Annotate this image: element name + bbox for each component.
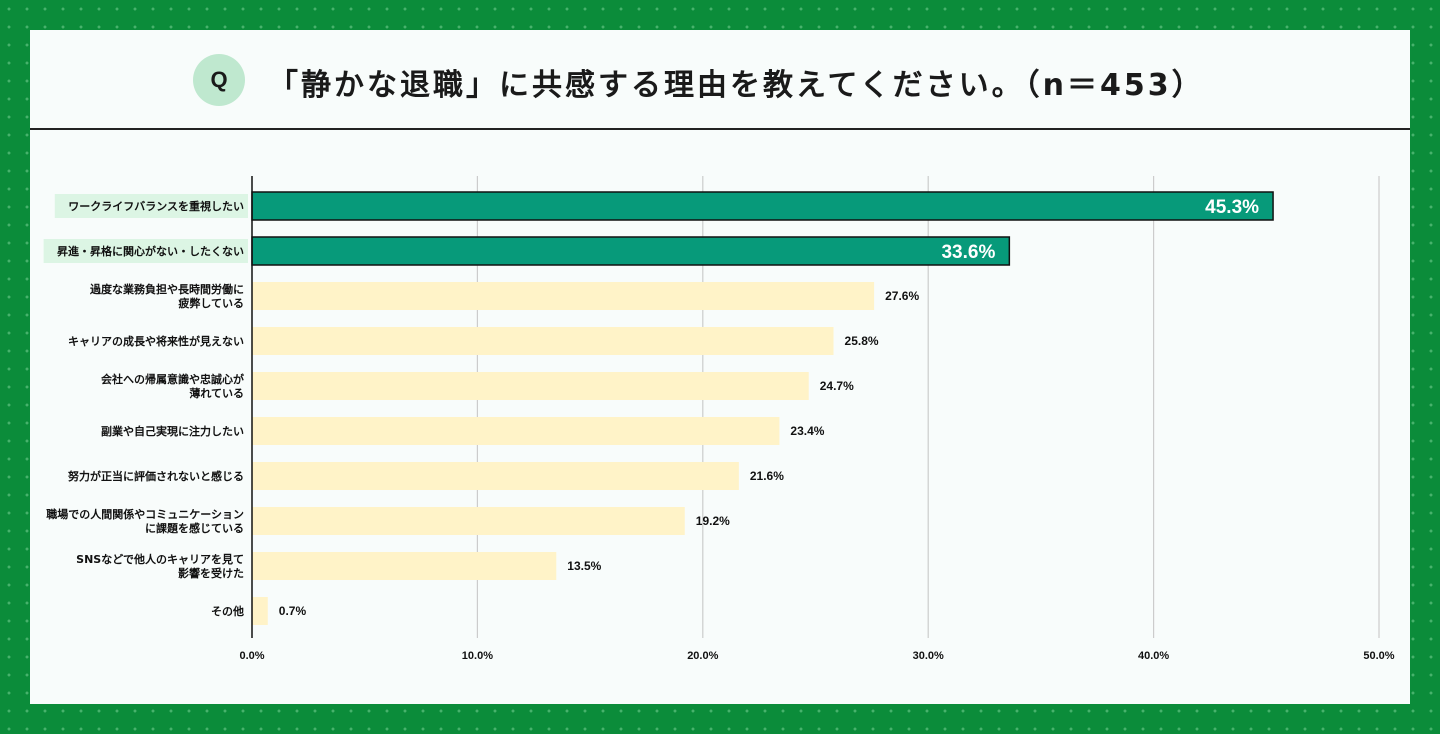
category-label: に課題を感じている	[145, 521, 244, 535]
bar	[252, 417, 780, 445]
chart-title: 「静かな退職」に共感する理由を教えてください。（n＝453）	[268, 68, 1205, 103]
category-label: 昇進・昇格に関心がない・したくない	[57, 244, 244, 258]
x-tick-label: 20.0%	[687, 650, 718, 662]
question-header: Q 「静かな退職」に共感する理由を教えてください。（n＝453）	[30, 30, 1410, 130]
category-label: 影響を受けた	[178, 566, 244, 580]
x-tick-label: 30.0%	[913, 650, 944, 662]
category-label: 努力が正当に評価されないと感じる	[68, 469, 244, 483]
bar-chart: 45.3% 33.6% 27.6% 25.8% 24.7% 23.4% 21.6% 19.2%…	[43, 176, 1395, 662]
category-label-highlight	[54, 194, 248, 218]
x-tick-label: 50.0%	[1363, 650, 1394, 662]
category-label: 疲弊している	[178, 296, 244, 310]
category-label: キャリアの成長や将来性が見えない	[68, 334, 244, 348]
category-label: その他	[211, 604, 244, 618]
data-label: 21.6%	[750, 469, 784, 483]
category-label: ワークライフバランスを重視したい	[68, 199, 244, 213]
bars: 45.3% 33.6% 27.6% 25.8% 24.7% 23.4% 21.6% 19.2%…	[251, 191, 1274, 625]
bar	[251, 236, 1011, 266]
data-label: 25.8%	[845, 334, 879, 348]
chart-card: Q 「静かな退職」に共感する理由を教えてください。（n＝453） 45.3% 33…	[30, 30, 1410, 704]
data-label: 13.5%	[567, 559, 601, 573]
category-label: 副業や自己実現に注力したい	[101, 424, 244, 438]
data-label: 45.3%	[1205, 197, 1259, 218]
category-label: 過度な業務負担や長時間労働に	[89, 282, 244, 296]
bar	[251, 191, 1274, 221]
x-tick-label: 40.0%	[1138, 650, 1169, 662]
data-label: 19.2%	[696, 514, 730, 528]
category-label-highlight	[43, 239, 248, 263]
x-tick-label: 10.0%	[462, 650, 493, 662]
x-tick-label: 0.0%	[239, 650, 264, 662]
data-label: 23.4%	[790, 424, 824, 438]
data-label: 24.7%	[820, 379, 854, 393]
bar	[252, 372, 809, 400]
bar	[252, 462, 739, 490]
data-label: 0.7%	[279, 604, 307, 618]
data-label: 27.6%	[885, 289, 919, 303]
category-label: 会社への帰属意識や忠誠心が	[101, 372, 244, 386]
data-label: 33.6%	[941, 242, 995, 263]
bar	[252, 507, 685, 535]
bar	[252, 597, 268, 625]
question-badge: Q	[193, 54, 245, 106]
category-label: 薄れている	[189, 386, 244, 400]
category-label: 職場での人間関係やコミュニケーション	[46, 507, 244, 521]
bar	[252, 282, 875, 310]
category-label: SNSなどで他人のキャリアを見て	[76, 552, 244, 566]
axes: 0.0% 10.0% 20.0% 30.0% 40.0% 50.0% ワークライフバランスを…	[43, 176, 1395, 662]
bar	[252, 327, 834, 355]
bar	[252, 552, 557, 580]
